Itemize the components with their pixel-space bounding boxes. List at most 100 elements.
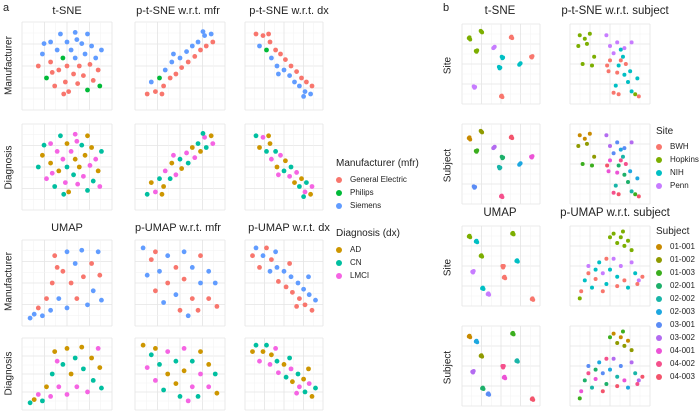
data-point: [198, 253, 203, 259]
data-point: [89, 145, 94, 150]
data-point: [60, 156, 66, 162]
data-point: [592, 54, 597, 59]
data-point: [264, 47, 269, 53]
data-point: [165, 371, 171, 377]
legend-item: 02-002: [656, 292, 695, 305]
data-point: [467, 135, 472, 140]
data-point: [608, 335, 612, 340]
data-point: [600, 389, 605, 394]
data-point: [635, 382, 640, 386]
data-point: [85, 31, 90, 37]
data-point: [299, 176, 304, 182]
data-point: [604, 33, 609, 38]
data-point: [161, 83, 166, 89]
data-point: [206, 268, 212, 274]
data-point: [584, 41, 589, 46]
data-point: [636, 194, 641, 199]
data-point: [497, 166, 502, 171]
data-point: [189, 265, 195, 270]
data-point: [159, 191, 165, 197]
title-b-pumap-subject: p-UMAP w.r.t. subject: [560, 207, 670, 219]
data-point: [161, 300, 166, 305]
legend-swatch-icon: [656, 334, 662, 341]
data-point: [281, 168, 287, 174]
data-point: [64, 141, 70, 146]
data-point: [633, 92, 638, 97]
data-point: [301, 194, 306, 200]
data-point: [615, 70, 620, 75]
data-point: [590, 385, 594, 390]
data-point: [576, 144, 581, 148]
data-point: [173, 292, 179, 298]
data-point: [582, 378, 587, 383]
data-point: [269, 257, 274, 262]
data-point: [288, 274, 294, 280]
data-point: [148, 352, 154, 358]
data-point: [58, 133, 63, 139]
data-point: [40, 398, 45, 404]
data-point: [82, 152, 88, 158]
data-point: [52, 184, 58, 189]
data-point: [479, 129, 484, 134]
data-point: [586, 371, 591, 376]
data-point: [626, 180, 630, 184]
data-point: [287, 261, 292, 266]
data-point: [198, 280, 203, 286]
data-point: [79, 247, 85, 253]
data-point: [274, 265, 280, 270]
data-point: [306, 274, 311, 280]
data-point: [615, 240, 620, 245]
legend-label: 01-001: [670, 242, 695, 251]
data-point: [148, 79, 154, 85]
data-point: [611, 151, 616, 156]
data-point: [185, 59, 191, 65]
legend-swatch-icon: [656, 182, 662, 189]
data-point: [611, 51, 616, 56]
data-point: [276, 279, 281, 284]
data-point: [604, 356, 609, 361]
data-point: [71, 71, 76, 77]
data-point: [267, 141, 273, 146]
data-point: [471, 270, 475, 275]
data-point: [60, 55, 66, 61]
data-point: [640, 274, 645, 279]
data-point: [157, 268, 162, 274]
data-point: [636, 278, 641, 283]
data-point: [72, 261, 78, 266]
data-point: [99, 297, 104, 303]
data-point: [159, 91, 165, 97]
data-point: [60, 268, 66, 274]
data-point: [81, 366, 86, 372]
data-point: [72, 131, 78, 137]
data-point: [501, 264, 506, 268]
data-point: [593, 276, 598, 281]
data-point: [308, 91, 313, 97]
plot-b-umap-subject: [461, 325, 541, 407]
data-point: [148, 257, 154, 262]
plot-a-ptsne-mfr: [134, 21, 226, 111]
data-point: [613, 83, 618, 88]
data-point: [613, 183, 618, 188]
data-point: [177, 156, 183, 162]
data-point: [52, 253, 58, 259]
data-point: [64, 305, 70, 311]
data-point: [514, 258, 519, 263]
data-point: [181, 368, 187, 374]
data-point: [592, 154, 597, 159]
row-label-b-2: Subject: [442, 148, 454, 183]
data-point: [278, 51, 283, 57]
data-point: [167, 75, 173, 81]
row-label-b-4: Subject: [442, 350, 454, 385]
data-point: [260, 349, 266, 354]
data-point: [283, 57, 288, 62]
data-point: [626, 238, 630, 243]
data-point: [198, 47, 203, 53]
legend-diagnosis: Diagnosis (dx) AD CN LMCI: [336, 228, 400, 282]
data-point: [309, 307, 315, 313]
data-point: [85, 188, 90, 193]
data-point: [68, 280, 74, 286]
data-point: [210, 141, 216, 146]
data-point: [635, 282, 640, 286]
data-point: [510, 330, 515, 335]
